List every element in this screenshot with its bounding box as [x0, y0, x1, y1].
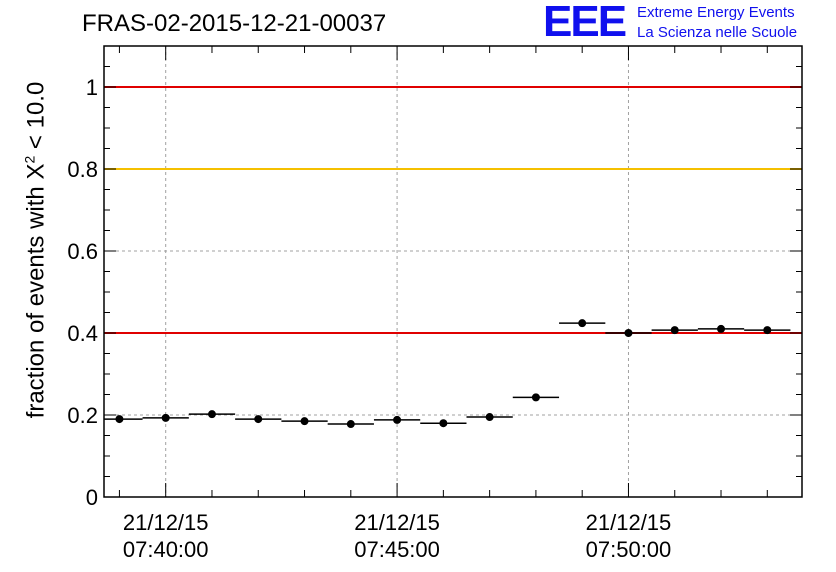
x-tick-time-label: 07:45:00: [354, 537, 440, 562]
plot-frame: [103, 45, 803, 498]
data-point: [254, 415, 263, 424]
y-tick-label: 0.4: [67, 321, 98, 346]
data-point: [300, 417, 309, 426]
y-axis-label-prefix: fraction of events with X: [22, 163, 50, 419]
data-point: [207, 410, 216, 419]
y-axis-label-superscript: 2: [21, 155, 38, 164]
data-point: [531, 393, 540, 402]
x-tick-date-label: 21/12/15: [123, 510, 209, 535]
data-point: [624, 329, 633, 337]
eee-logo: EEE Extreme Energy Events La Scienza nel…: [543, 0, 833, 46]
data-point: [670, 326, 679, 335]
data-point: [346, 420, 355, 429]
y-axis-label-suffix: < 10.0: [22, 81, 50, 156]
x-tick-time-label: 07:50:00: [586, 537, 672, 562]
data-point: [115, 415, 124, 424]
logo-line-1: Extreme Energy Events: [637, 4, 795, 21]
y-tick-label: 0.2: [67, 403, 98, 428]
y-tick-label: 1: [86, 75, 98, 100]
run-title: FRAS-02-2015-12-21-00037: [82, 10, 387, 37]
y-tick-label: 0.8: [67, 157, 98, 182]
logo-line-2: La Scienza nelle Scuole: [637, 24, 798, 41]
data-point: [578, 319, 587, 328]
x-tick-date-label: 21/12/15: [354, 510, 440, 535]
data-point: [763, 326, 772, 335]
data-point: [393, 415, 402, 424]
data-point: [439, 419, 448, 428]
data-point: [161, 413, 170, 422]
logo-mark: EEE: [543, 0, 627, 46]
y-tick-label: 0.6: [67, 239, 98, 264]
data-point: [717, 324, 726, 333]
x-tick-time-label: 07:40:00: [123, 537, 209, 562]
data-point: [485, 413, 494, 422]
y-tick-label: 0: [86, 485, 98, 510]
x-tick-date-label: 21/12/15: [586, 510, 672, 535]
